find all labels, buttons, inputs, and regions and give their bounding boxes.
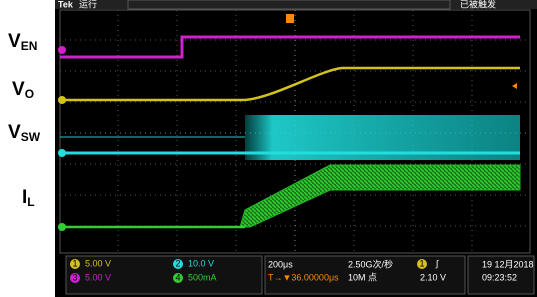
label: VO (12, 79, 34, 101)
trigger-level: 2.10 V (420, 272, 446, 282)
trigger-marker (286, 14, 294, 23)
badge-text: 2 (175, 258, 180, 268)
ch-scale: 500mA (188, 272, 217, 282)
record-length: 10M 点 (348, 272, 377, 282)
badge-text: 3 (72, 272, 77, 282)
screenshot: VEN VO VSW IL Tek 运行 已被触发 1 5.00 V 2 10.… (0, 0, 537, 297)
ch2-marker (58, 149, 66, 157)
label: VEN (8, 31, 37, 53)
badge-text: 1 (419, 258, 424, 268)
label: VSW (8, 122, 41, 144)
sample-rate: 2.50G次/秒 (348, 258, 393, 269)
badge-text: 4 (175, 272, 180, 282)
time: 09:23:52 (482, 272, 517, 282)
time-scale: 200μs (268, 259, 293, 269)
run-state: 运行 (79, 0, 97, 9)
delay: T→▼36.00000μs (268, 272, 339, 282)
ch1-marker (58, 96, 66, 104)
date: 19 12月2018 (482, 259, 534, 269)
trigger-state: 已被触发 (460, 0, 496, 9)
badge-text: 1 (72, 258, 77, 268)
ch-scale: 10.0 V (188, 258, 214, 268)
ch-scale: 5.00 V (85, 258, 111, 268)
signal-labels: VEN VO VSW IL (8, 31, 41, 209)
status-bar: 1 5.00 V 2 10.0 V 3 5.00 V 4 500mA 200μs… (66, 256, 534, 294)
brand: Tek (58, 0, 74, 9)
ch-scale: 5.00 V (85, 272, 111, 282)
ch4-marker (58, 223, 66, 231)
label: IL (22, 187, 35, 209)
ch3-marker (58, 46, 66, 54)
